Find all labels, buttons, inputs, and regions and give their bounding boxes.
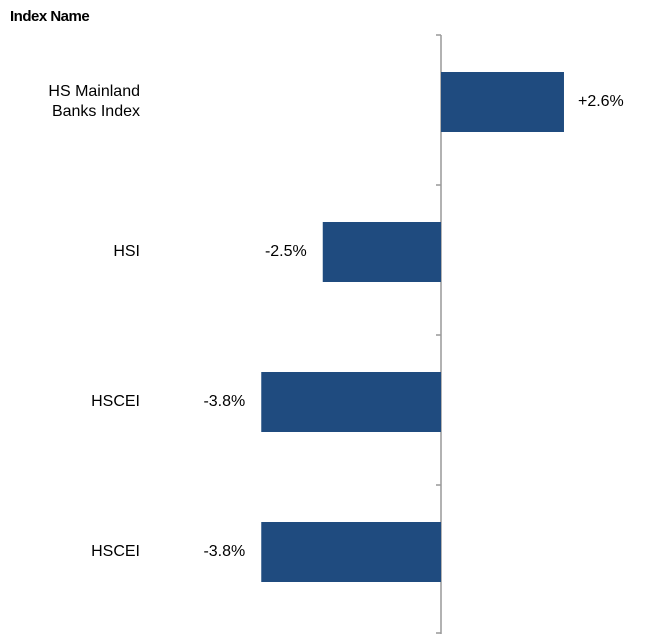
- category-label: HSCEI: [91, 393, 140, 410]
- bar: [441, 72, 564, 132]
- data-label: -3.8%: [203, 393, 245, 410]
- bar: [261, 372, 441, 432]
- data-label: -3.8%: [203, 543, 245, 560]
- category-label: HSI: [113, 243, 140, 260]
- chart-title: Index Name: [10, 8, 90, 25]
- data-label: -2.5%: [265, 243, 307, 260]
- category-label: HSCEI: [91, 543, 140, 560]
- bar: [322, 222, 441, 282]
- bar: [261, 522, 441, 582]
- data-label: +2.6%: [578, 93, 624, 110]
- category-label: HS Mainland Banks Index: [48, 83, 140, 120]
